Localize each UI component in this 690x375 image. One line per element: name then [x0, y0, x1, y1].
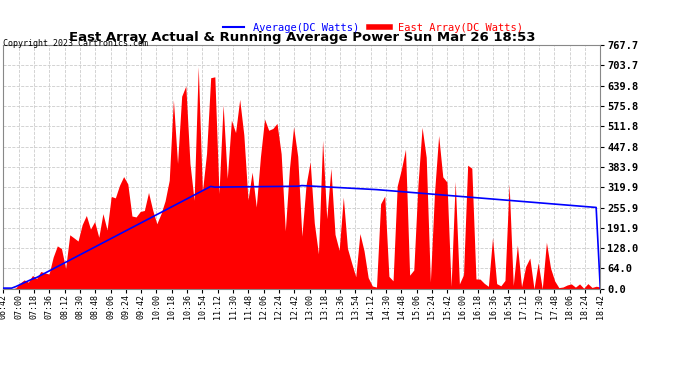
Title: East Array Actual & Running Average Power Sun Mar 26 18:53: East Array Actual & Running Average Powe…: [68, 31, 535, 44]
Legend: Average(DC Watts), East Array(DC Watts): Average(DC Watts), East Array(DC Watts): [219, 18, 528, 37]
Text: Copyright 2023 Cartronics.com: Copyright 2023 Cartronics.com: [3, 39, 148, 48]
